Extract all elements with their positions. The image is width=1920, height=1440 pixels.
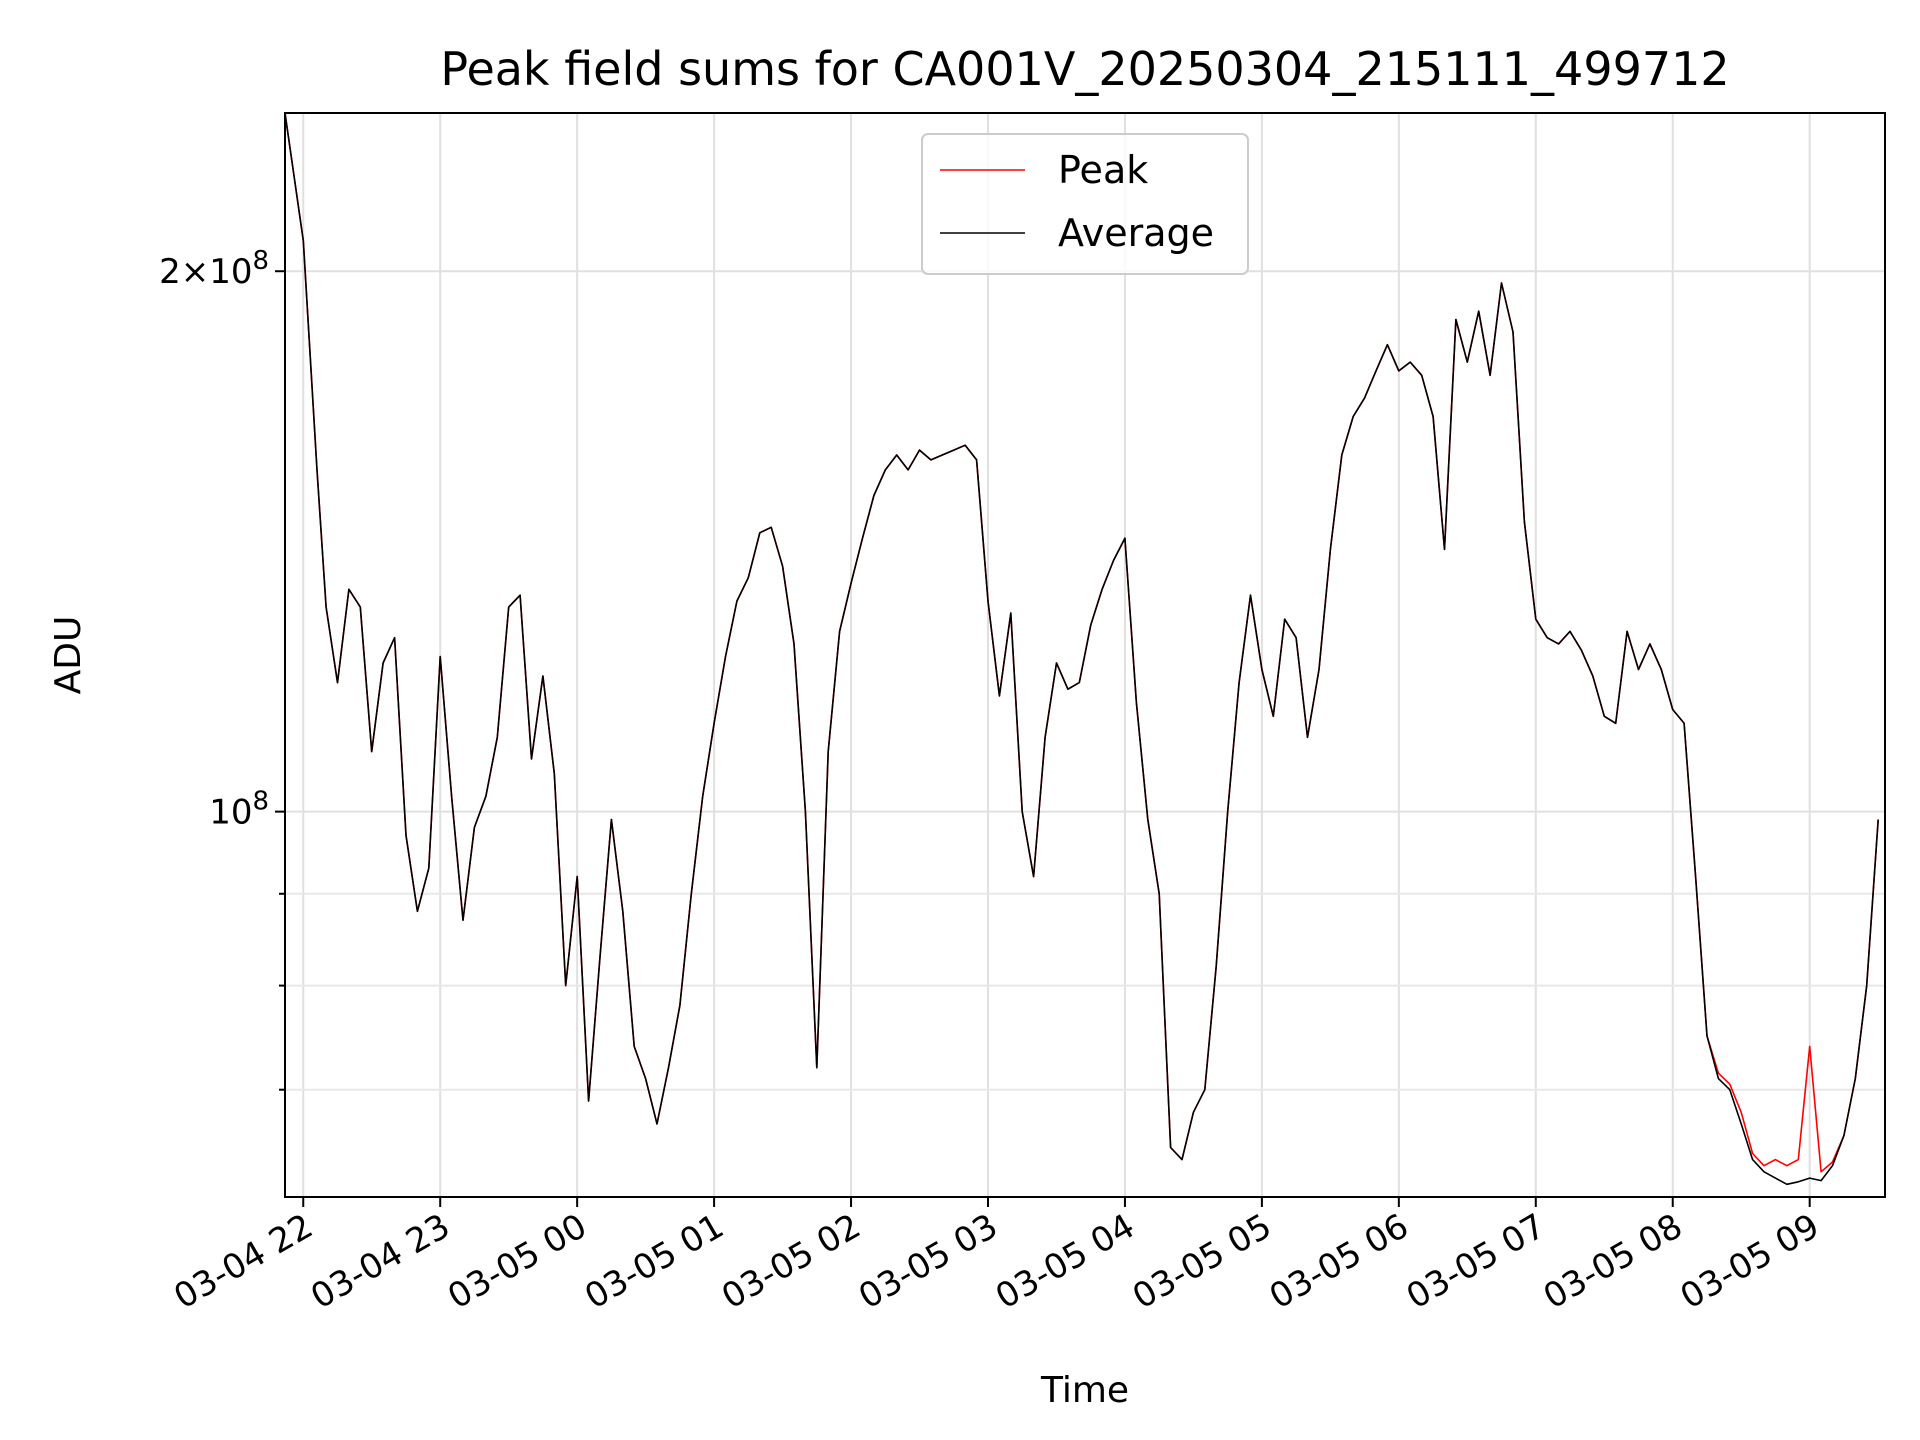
plot-frame (284, 112, 1886, 1198)
legend-box (921, 133, 1249, 275)
y-axis: 108 2×108 (159, 246, 285, 1091)
legend-label-peak: Peak (1058, 148, 1148, 192)
chart-title: Peak field sums for CA001V_20250304_2151… (440, 42, 1729, 96)
legend: Peak Average (921, 133, 1249, 275)
y-tick-label: 108 (209, 787, 269, 833)
series-layer (285, 113, 1879, 1186)
x-axis-label: Time (1040, 1370, 1129, 1411)
y-axis-label: ADU (48, 616, 89, 695)
series-line-average (285, 113, 1879, 1186)
legend-label-average: Average (1058, 211, 1214, 255)
y-tick-label: 2×108 (159, 246, 269, 292)
